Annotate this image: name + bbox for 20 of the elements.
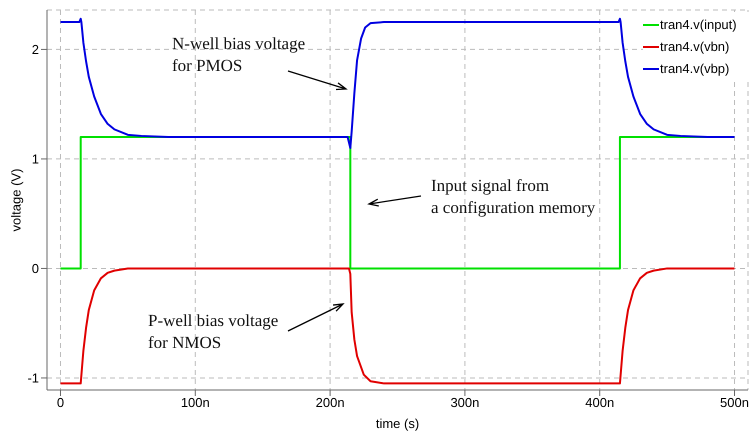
annotation: Input signal from a configuration memory: [431, 175, 596, 219]
x-tick-label: 0: [56, 395, 64, 410]
legend-label: tran4.v(vbp): [660, 60, 730, 78]
x-tick-label: 100n: [180, 395, 210, 410]
x-tick-label: 200n: [316, 395, 345, 410]
line-series: [59, 18, 736, 149]
annotation: N-well bias voltage for PMOS: [172, 33, 306, 77]
annotation: P-well bias voltage for NMOS: [148, 310, 278, 354]
x-tick-label: 300n: [450, 395, 480, 410]
legend-label: tran4.v(input): [660, 16, 737, 34]
y-tick-label: 1: [32, 152, 39, 167]
x-tick-label: 400n: [585, 395, 614, 410]
x-axis-title: time (s): [376, 416, 420, 431]
legend-label: tran4.v(vbn): [660, 38, 730, 56]
y-tick-label: 0: [32, 261, 39, 276]
x-tick-label: 500n: [720, 395, 749, 410]
line-series: [59, 267, 736, 384]
y-axis-title: voltage (V): [8, 168, 24, 232]
y-tick-label: 2: [32, 42, 39, 58]
y-tick-label: -1: [27, 370, 39, 386]
